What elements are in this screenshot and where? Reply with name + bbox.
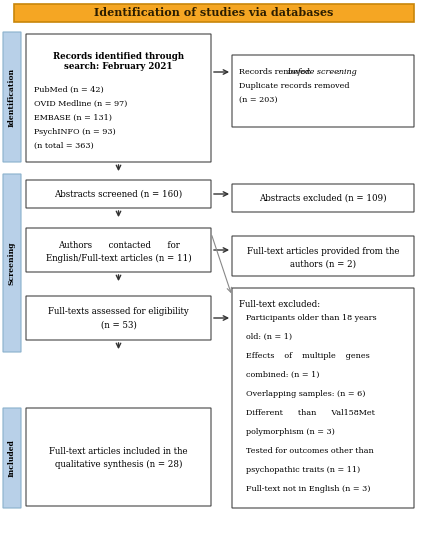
FancyBboxPatch shape — [232, 55, 414, 127]
Text: before screening: before screening — [288, 68, 357, 76]
FancyBboxPatch shape — [3, 174, 21, 352]
Text: Full-text not in English (n = 3): Full-text not in English (n = 3) — [246, 485, 371, 493]
FancyBboxPatch shape — [26, 180, 211, 208]
Text: Identification: Identification — [8, 68, 16, 127]
Text: Identification of studies via databases: Identification of studies via databases — [94, 8, 334, 19]
FancyBboxPatch shape — [3, 408, 21, 508]
FancyBboxPatch shape — [26, 408, 211, 506]
Text: Screening: Screening — [8, 241, 16, 285]
Text: Authors      contacted      for: Authors contacted for — [57, 240, 179, 250]
Text: Full-text excluded:: Full-text excluded: — [239, 300, 320, 309]
Text: Full-text articles included in the: Full-text articles included in the — [49, 447, 188, 455]
Text: Tested for outcomes other than: Tested for outcomes other than — [246, 447, 374, 455]
Text: polymorphism (n = 3): polymorphism (n = 3) — [246, 428, 335, 436]
Text: Duplicate records removed: Duplicate records removed — [239, 82, 349, 90]
Text: EMBASE (n = 131): EMBASE (n = 131) — [34, 114, 112, 122]
FancyBboxPatch shape — [26, 34, 211, 162]
Text: Different      than      Val158Met: Different than Val158Met — [246, 409, 375, 417]
FancyBboxPatch shape — [3, 32, 21, 162]
Text: PubMed (n = 42): PubMed (n = 42) — [34, 86, 104, 94]
Text: Full-text articles provided from the: Full-text articles provided from the — [247, 246, 399, 256]
Text: (n total = 363): (n total = 363) — [34, 142, 94, 150]
FancyBboxPatch shape — [26, 296, 211, 340]
Text: :: : — [337, 68, 339, 76]
Text: Participants older than 18 years: Participants older than 18 years — [246, 314, 377, 322]
Text: (n = 53): (n = 53) — [101, 321, 136, 329]
Text: Records removed: Records removed — [239, 68, 312, 76]
Text: Included: Included — [8, 439, 16, 477]
Text: Records identified through
search: February 2021: Records identified through search: Febru… — [53, 52, 184, 72]
Text: OVID Medline (n = 97): OVID Medline (n = 97) — [34, 100, 127, 108]
Text: psychopathic traits (n = 11): psychopathic traits (n = 11) — [246, 466, 360, 474]
FancyBboxPatch shape — [232, 184, 414, 212]
FancyBboxPatch shape — [26, 228, 211, 272]
Text: PsychINFO (n = 93): PsychINFO (n = 93) — [34, 128, 116, 136]
Text: authors (n = 2): authors (n = 2) — [290, 260, 356, 268]
Text: combined: (n = 1): combined: (n = 1) — [246, 371, 320, 379]
FancyBboxPatch shape — [14, 4, 414, 22]
Text: Abstracts excluded (n = 109): Abstracts excluded (n = 109) — [259, 194, 387, 202]
FancyBboxPatch shape — [232, 236, 414, 276]
Text: old: (n = 1): old: (n = 1) — [246, 333, 292, 341]
Text: (n = 203): (n = 203) — [239, 96, 278, 104]
Text: English/Full-text articles (n = 11): English/Full-text articles (n = 11) — [45, 254, 191, 262]
Text: qualitative synthesis (n = 28): qualitative synthesis (n = 28) — [55, 459, 182, 469]
Text: Effects    of    multiple    genes: Effects of multiple genes — [246, 352, 370, 360]
Text: Full-texts assessed for eligibility: Full-texts assessed for eligibility — [48, 307, 189, 316]
Text: Overlapping samples: (n = 6): Overlapping samples: (n = 6) — [246, 390, 366, 398]
FancyBboxPatch shape — [232, 288, 414, 508]
Text: Abstracts screened (n = 160): Abstracts screened (n = 160) — [54, 190, 183, 199]
